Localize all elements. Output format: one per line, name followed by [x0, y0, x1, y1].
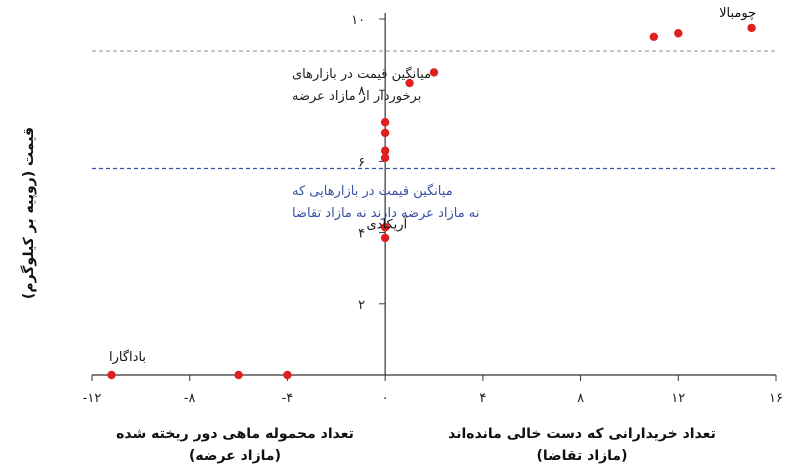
- x-axis-title-right: (مازاد تقاضا): [536, 448, 627, 464]
- y-tick-label: ۱۰: [351, 13, 365, 28]
- y-tick-label: ۸: [358, 84, 365, 99]
- x-tick-label: ۱۲: [671, 391, 685, 406]
- data-point: [380, 223, 390, 232]
- data-point: [107, 370, 116, 380]
- reference-line-label: میانگین قیمت در بازارهایی که: [292, 183, 453, 199]
- data-point: [380, 146, 390, 155]
- data-point: [380, 128, 390, 138]
- point-label: آریکادی: [367, 215, 409, 232]
- data-point: [674, 29, 683, 38]
- x-axis-title-right: تعداد خریدارانی که دست خالی مانده‌اند: [448, 426, 716, 442]
- data-point: [429, 68, 439, 77]
- data-point: [380, 233, 390, 243]
- axes: [91, 13, 777, 381]
- x-tick-label: ۴: [479, 391, 486, 406]
- x-tick-label: ۸: [577, 391, 584, 406]
- x-tick-label: ۱۶: [769, 391, 783, 406]
- point-labels: چومبالا آریکادی باداگارا: [109, 6, 756, 365]
- data-point: [747, 23, 756, 33]
- data-point: [234, 370, 243, 380]
- point-label: چومبالا: [719, 6, 756, 21]
- x-tick-label: -۱۲: [83, 391, 102, 406]
- reference-line-label: برخوردار از مازاد عرضه: [292, 89, 421, 104]
- x-tick-label: -۴: [282, 391, 294, 406]
- x-tick-label: -۸: [184, 391, 196, 406]
- x-axis-title-left: تعداد محموله ماهی دور ریخته شده: [116, 426, 354, 442]
- data-point: [649, 32, 659, 41]
- data-point: [380, 153, 390, 163]
- data-point: [283, 370, 292, 380]
- data-point: [380, 118, 390, 127]
- y-tick-label: ۶: [358, 155, 365, 170]
- x-axis-title-left: (مازاد عرضه): [189, 448, 281, 464]
- y-tick-label: ۴: [358, 227, 365, 242]
- data-point: [405, 78, 414, 88]
- reference-line-label: نه مازاد عرضه دارند نه مازاد تقاضا: [292, 206, 479, 221]
- reference-lines: [92, 50, 776, 170]
- data-points: [107, 23, 756, 380]
- tick-labels: -۱۲ -۸ -۴ ۰ ۴ ۸ ۱۲ ۱۶ ۲ ۴ ۶ ۸ ۱۰: [83, 13, 783, 406]
- y-axis-title: قیمت (روپیه بر کیلوگرم): [20, 127, 37, 299]
- point-label: باداگارا: [109, 349, 146, 365]
- axis-titles: تعداد خریدارانی که دست خالی مانده‌اند (ما…: [20, 127, 716, 464]
- reference-line-labels: میانگین قیمت در بازارهای برخوردار از مازا…: [292, 66, 479, 221]
- reference-line-label: میانگین قیمت در بازارهای: [292, 66, 431, 82]
- y-tick-label: ۲: [358, 298, 365, 313]
- x-tick-label: ۰: [382, 391, 389, 406]
